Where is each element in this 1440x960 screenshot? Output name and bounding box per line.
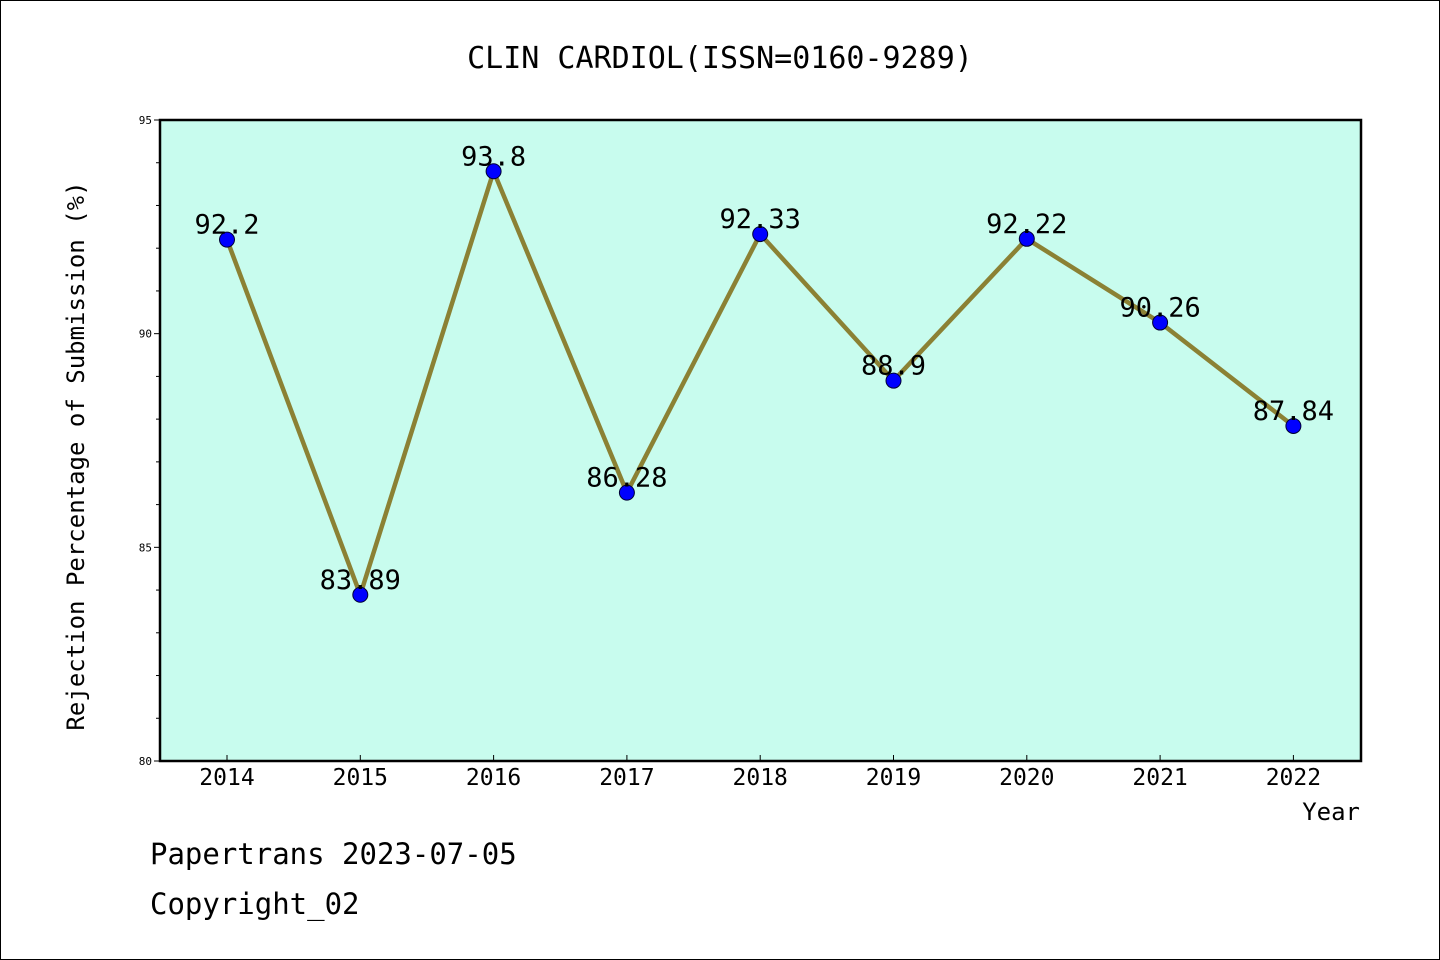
data-label: 83.89 <box>320 565 401 596</box>
x-axis-label: Year <box>1302 798 1360 826</box>
y-tick-label: 85 <box>139 541 152 554</box>
chart-title: CLIN CARDIOL(ISSN=0160-9289) <box>467 41 973 76</box>
y-tick-label: 90 <box>139 328 152 341</box>
y-axis-label: Rejection Percentage of Submission (%) <box>62 181 90 730</box>
data-point <box>1285 417 1302 434</box>
x-tick-label: 2015 <box>333 765 388 791</box>
x-tick-label: 2022 <box>1266 765 1321 791</box>
x-tick-label: 2018 <box>733 765 788 791</box>
series-points <box>219 163 1302 603</box>
data-label: 90.26 <box>1119 293 1200 324</box>
data-label: 88.9 <box>861 351 926 382</box>
data-point <box>752 226 769 243</box>
x-tick-label: 2020 <box>999 765 1054 791</box>
x-tick-label: 2014 <box>199 765 254 791</box>
plot-border <box>158 118 1363 763</box>
data-point <box>219 231 235 248</box>
data-point <box>1152 314 1169 331</box>
y-tick-label: 95 <box>139 114 152 127</box>
x-axis: 2014 2015 2016 2017 2018 2019 2020 2021 2022 <box>199 755 1321 791</box>
data-label: 87.84 <box>1253 396 1334 427</box>
data-label: 93.8 <box>461 141 526 172</box>
data-label: 86.28 <box>586 463 667 494</box>
y-axis: 80 85 90 95 <box>139 114 160 768</box>
data-point <box>885 372 902 389</box>
data-labels: 92.2 83.89 93.8 86.28 92.33 88.9 92.22 90.26 87.… <box>194 141 1334 595</box>
x-tick-label: 2021 <box>1132 765 1187 791</box>
y-tick-label: 80 <box>139 755 152 768</box>
data-label: 92.33 <box>720 204 801 235</box>
data-point <box>1018 230 1035 247</box>
x-tick-label: 2016 <box>466 765 521 791</box>
footer-copyright: Copyright_02 <box>150 887 360 922</box>
data-label: 92.2 <box>194 210 259 241</box>
x-tick-label: 2019 <box>866 765 921 791</box>
data-point <box>618 484 635 501</box>
data-point <box>352 586 369 603</box>
data-point <box>485 163 502 180</box>
x-tick-label: 2017 <box>599 765 654 791</box>
footer-date: Papertrans 2023-07-05 <box>150 837 517 871</box>
data-label: 92.22 <box>986 209 1067 240</box>
